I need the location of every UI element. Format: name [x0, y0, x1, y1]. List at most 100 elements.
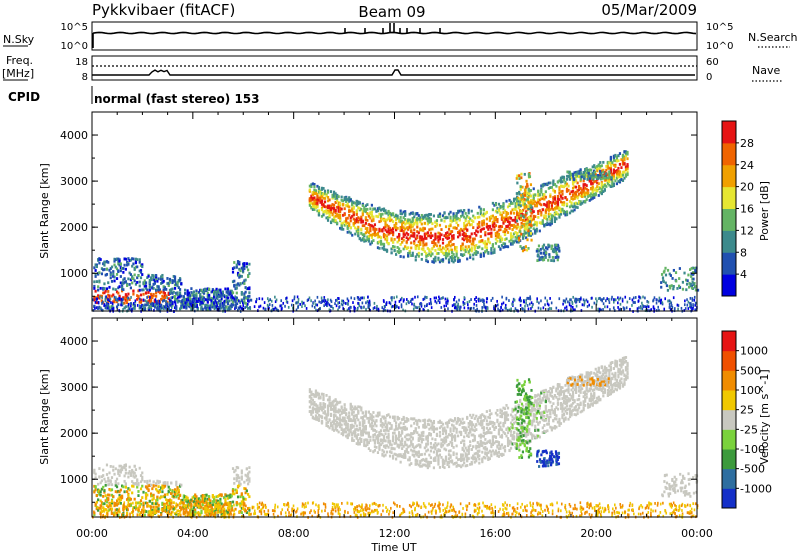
range-cell	[340, 198, 343, 202]
range-cell	[431, 252, 434, 256]
range-cell	[490, 249, 493, 252]
range-cell	[544, 203, 547, 207]
range-cell	[107, 281, 110, 285]
range-cell	[562, 178, 566, 182]
range-cell	[590, 168, 593, 172]
range-cell	[200, 305, 203, 309]
range-cell	[104, 273, 107, 277]
range-cell	[317, 211, 321, 215]
range-cell	[388, 415, 392, 419]
range-cell	[549, 181, 552, 185]
range-cell	[202, 299, 206, 303]
range-cell	[157, 285, 160, 289]
range-cell	[621, 299, 624, 303]
range-cell	[470, 306, 473, 310]
range-cell	[280, 304, 283, 308]
range-cell	[378, 447, 381, 450]
range-cell	[238, 267, 241, 271]
range-cell	[337, 208, 340, 211]
range-cell	[398, 232, 401, 236]
y-tick-label: 3000	[60, 175, 88, 188]
range-cell	[311, 204, 315, 208]
range-cell	[367, 234, 370, 238]
range-cell	[519, 230, 522, 234]
range-cell	[514, 217, 517, 221]
range-cell	[141, 288, 144, 292]
range-cell	[320, 201, 324, 205]
range-cell	[168, 288, 172, 292]
range-cell	[410, 241, 413, 245]
range-cell	[107, 293, 110, 297]
range-cell	[382, 245, 386, 248]
range-cell	[550, 215, 553, 219]
range-cell	[354, 219, 357, 223]
range-cell	[104, 295, 107, 299]
range-cell	[352, 419, 355, 422]
range-cell	[145, 300, 148, 304]
range-cell	[341, 303, 344, 307]
range-cell	[479, 255, 482, 258]
range-cell	[343, 411, 346, 415]
range-cell	[376, 215, 380, 219]
range-cell	[181, 303, 184, 306]
range-cell	[443, 219, 446, 223]
range-cell	[441, 241, 445, 245]
range-cell	[532, 223, 535, 227]
range-cell	[514, 205, 517, 208]
range-cell	[225, 300, 228, 304]
range-cell	[122, 301, 125, 305]
range-cell	[151, 304, 154, 307]
range-cell	[93, 296, 96, 300]
range-cell	[570, 204, 573, 208]
range-cell	[476, 215, 479, 219]
range-cell	[541, 184, 544, 188]
range-cell	[331, 403, 334, 407]
range-cell	[561, 180, 564, 184]
range-cell	[173, 275, 177, 279]
range-cell	[463, 302, 466, 305]
range-cell	[491, 243, 495, 246]
range-cell	[518, 236, 521, 240]
range-cell	[562, 299, 565, 303]
range-cell	[229, 304, 232, 308]
range-cell	[343, 416, 346, 420]
range-cell	[668, 306, 671, 309]
range-cell	[158, 288, 162, 292]
range-cell	[320, 420, 324, 424]
range-cell	[97, 294, 100, 298]
range-cell	[337, 201, 340, 205]
range-cell	[190, 287, 193, 291]
range-cell	[614, 159, 617, 163]
range-cell	[618, 175, 622, 179]
range-cell	[103, 287, 106, 290]
range-cell	[540, 211, 543, 214]
range-cell	[539, 251, 543, 255]
range-cell	[583, 303, 585, 307]
range-cell	[99, 306, 102, 310]
range-cell	[420, 235, 423, 239]
range-cell	[364, 204, 367, 208]
range-cell	[369, 435, 372, 439]
range-cell	[195, 294, 198, 298]
range-cell	[378, 413, 381, 417]
range-cell	[603, 178, 606, 182]
range-cell	[243, 264, 246, 268]
range-cell	[555, 184, 558, 188]
range-cell	[284, 304, 286, 308]
range-cell	[527, 233, 531, 237]
range-cell	[96, 307, 99, 310]
range-cell	[447, 260, 451, 264]
range-cell	[441, 214, 445, 218]
range-cell	[210, 290, 213, 294]
range-cell	[245, 287, 248, 291]
range-cell	[235, 291, 238, 295]
range-cell	[464, 232, 467, 236]
range-cell	[536, 248, 539, 251]
range-cell	[332, 409, 336, 413]
range-cell	[248, 272, 251, 275]
range-cell	[364, 218, 367, 222]
range-cell	[432, 260, 436, 264]
range-cell	[381, 207, 384, 211]
range-cell	[314, 303, 317, 307]
range-cell	[387, 225, 390, 229]
